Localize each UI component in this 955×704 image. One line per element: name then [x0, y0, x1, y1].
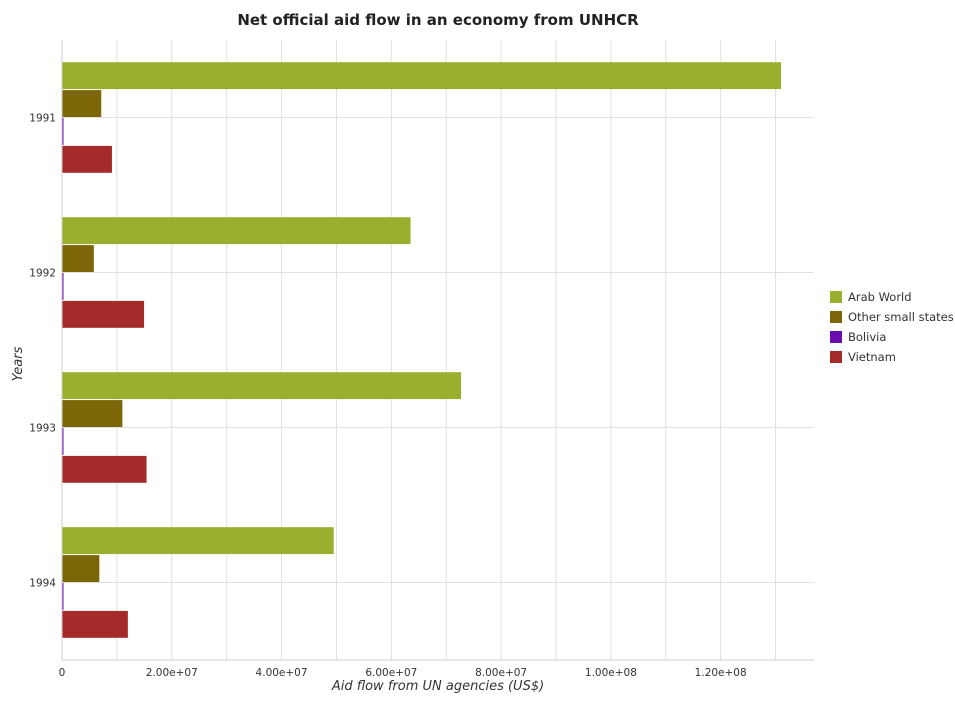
- legend-label: Arab World: [848, 290, 912, 304]
- bar-bolivia: [62, 583, 64, 610]
- legend: Arab World Other small states Bolivia Vietn…: [830, 290, 954, 364]
- plot-background: [62, 40, 814, 660]
- x-tick-label: 1.20e+08: [695, 667, 747, 679]
- bar-other-small-states: [62, 555, 100, 582]
- y-axis-label: Years: [11, 346, 26, 381]
- legend-swatch: [830, 311, 842, 323]
- plot-area: 0 2.00e+07 4.00e+07 6.00e+07 8.00e+07 1.00e+0…: [29, 40, 814, 679]
- legend-label: Other small states: [848, 310, 954, 324]
- y-tick-label: 1993: [29, 423, 56, 435]
- y-tick-label: 1991: [29, 113, 56, 125]
- bar-other-small-states: [62, 90, 102, 117]
- bar-arab-world: [62, 527, 334, 555]
- bar-vietnam: [62, 300, 145, 328]
- legend-swatch: [830, 351, 842, 363]
- chart-title: Net official aid flow in an economy from…: [237, 11, 639, 29]
- x-tick-label: 0: [59, 667, 66, 679]
- bar-vietnam: [62, 455, 147, 483]
- x-tick-label: 6.00e+07: [365, 667, 417, 679]
- bar-bolivia: [62, 273, 64, 300]
- legend-label: Bolivia: [848, 330, 886, 344]
- legend-swatch: [830, 291, 842, 303]
- bar-other-small-states: [62, 400, 123, 427]
- bar-vietnam: [62, 610, 128, 638]
- x-tick-label: 1.00e+08: [585, 667, 637, 679]
- bar-arab-world: [62, 372, 462, 400]
- x-tick-label: 4.00e+07: [256, 667, 308, 679]
- y-tick-label: 1994: [29, 578, 56, 590]
- legend-swatch: [830, 331, 842, 343]
- bar-other-small-states: [62, 245, 94, 272]
- bar-vietnam: [62, 145, 112, 173]
- x-tick-label: 8.00e+07: [475, 667, 527, 679]
- legend-label: Vietnam: [848, 350, 896, 364]
- bar-arab-world: [62, 62, 782, 90]
- y-tick-label: 1992: [29, 268, 56, 280]
- bar-bolivia: [62, 428, 64, 455]
- x-axis-label: Aid flow from UN agencies (US$): [331, 679, 544, 694]
- bar-bolivia: [62, 118, 64, 145]
- x-tick-label: 2.00e+07: [146, 667, 198, 679]
- bar-arab-world: [62, 217, 411, 245]
